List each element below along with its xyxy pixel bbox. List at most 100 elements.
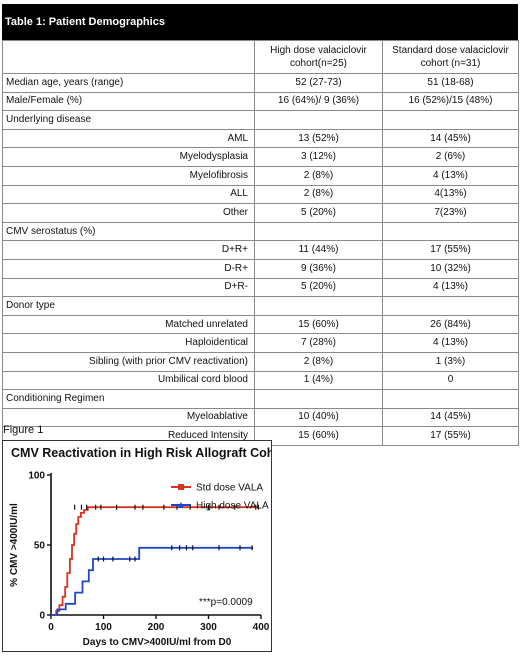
legend-label: High dose VALA [196, 501, 269, 512]
row-label: CMV serostatus (%) [2, 221, 255, 242]
table-row: Other 5 (20%) 7(23%) [2, 203, 519, 223]
standard-dose-value: 0 [382, 370, 519, 391]
cmv-reactivation-chart: CMV Reactivation in High Risk Allograft … [9, 446, 292, 648]
table-header-row: High dose valaciclovir cohort(n=25) Stan… [2, 40, 519, 74]
row-label: Median age, years (range) [2, 73, 255, 93]
legend-label: Std dose VALA [196, 483, 263, 494]
table-row: D-R+ 9 (36%) 10 (32%) [2, 258, 519, 279]
x-tick-label: 0 [48, 622, 54, 633]
standard-dose-value: 4(13%) [382, 184, 519, 205]
row-label: Umbilical cord blood [2, 370, 255, 391]
header-standard-dose: Standard dose valaciclovir cohort (n=31) [382, 40, 519, 74]
demographics-table: High dose valaciclovir cohort(n=25) Stan… [2, 40, 519, 446]
high-dose-value [254, 296, 383, 316]
row-label: Conditioning Regimen [2, 389, 255, 409]
table-section-row: Underlying disease [2, 110, 519, 130]
std-dose-series-line [51, 506, 259, 616]
standard-dose-value [382, 389, 519, 409]
high-dose-series-line [51, 546, 254, 616]
y-tick-label: 100 [28, 471, 45, 482]
standard-dose-value: 17 (55%) [382, 426, 519, 446]
table-section-row: CMV serostatus (%) [2, 221, 519, 242]
high-dose-value: 11 (44%) [254, 240, 383, 260]
row-label: Donor type [2, 296, 255, 316]
high-dose-value: 2 (8%) [254, 184, 383, 205]
table-row: D+R+ 11 (44%) 17 (55%) [2, 240, 519, 260]
standard-dose-value [382, 296, 519, 316]
high-dose-value: 15 (60%) [254, 314, 383, 335]
row-label: ALL [2, 184, 255, 205]
chart-axes: 0 50 100 0 100 200 300 400 [28, 471, 269, 634]
high-dose-value: 15 (60%) [254, 426, 383, 446]
high-dose-value: 10 (40%) [254, 407, 383, 428]
row-label: D-R+ [2, 258, 255, 279]
table-title: Table 1: Patient Demographics [2, 4, 518, 40]
figure-panel: CMV Reactivation in High Risk Allograft … [2, 440, 292, 652]
standard-dose-value: 10 (32%) [382, 258, 519, 279]
table-row: ALL 2 (8%) 4(13%) [2, 184, 519, 205]
x-tick-label: 200 [148, 622, 165, 633]
x-tick-label: 100 [95, 622, 112, 633]
legend-marker [178, 484, 184, 490]
high-dose-value: 1 (4%) [254, 370, 383, 391]
table-row: Sibling (with prior CMV reactivation) 2 (… [2, 351, 519, 372]
high-dose-value [254, 110, 383, 130]
row-label: Myeloablative [2, 407, 255, 428]
table-section-row: Conditioning Regimen [2, 389, 519, 409]
chart-legend: Std dose VALA High dose VALA [171, 483, 269, 512]
high-dose-value: 2 (8%) [254, 351, 383, 372]
demographics-table-container: Table 1: Patient Demographics High dose … [2, 4, 519, 446]
row-label: Haploidentical [2, 333, 255, 353]
table-row: Median age, years (range) 52 (27-73) 51 (1… [2, 73, 519, 93]
y-tick-label: 50 [34, 541, 46, 552]
row-label: D+R+ [2, 240, 255, 260]
x-tick-label: 300 [200, 622, 217, 633]
standard-dose-value: 14 (45%) [382, 128, 519, 149]
chart-series [51, 504, 259, 616]
high-dose-value: 52 (27-73) [254, 73, 383, 93]
row-label: Underlying disease [2, 110, 255, 130]
high-dose-value: 5 (20%) [254, 277, 383, 298]
standard-dose-value: 7(23%) [382, 203, 519, 223]
standard-dose-value [382, 110, 519, 130]
standard-dose-value: 4 (13%) [382, 333, 519, 353]
standard-dose-value: 1 (3%) [382, 351, 519, 372]
table-row: Myelodysplasia 3 (12%) 2 (6%) [2, 147, 519, 167]
standard-dose-value: 17 (55%) [382, 240, 519, 260]
high-dose-value: 9 (36%) [254, 258, 383, 279]
row-label: Matched unrelated [2, 314, 255, 335]
table-section-row: Donor type [2, 296, 519, 316]
row-label: AML [2, 128, 255, 149]
high-dose-value [254, 389, 383, 409]
high-dose-value: 5 (20%) [254, 203, 383, 223]
standard-dose-value: 4 (13%) [382, 277, 519, 298]
x-axis-label: Days to CMV>400IU/ml from D0 [83, 637, 232, 648]
high-dose-value: 2 (8%) [254, 165, 383, 186]
x-tick-label: 400 [253, 622, 270, 633]
header-high-dose: High dose valaciclovir cohort(n=25) [254, 40, 383, 74]
table-row: Myeloablative 10 (40%) 14 (45%) [2, 407, 519, 428]
p-value-annotation: ***p=0.0009 [199, 597, 253, 608]
row-label: D+R- [2, 277, 255, 298]
y-tick-label: 0 [39, 611, 45, 622]
table-row: Matched unrelated 15 (60%) 26 (84%) [2, 314, 519, 335]
standard-dose-value: 14 (45%) [382, 407, 519, 428]
row-label: Male/Female (%) [2, 91, 255, 112]
row-label: Sibling (with prior CMV reactivation) [2, 351, 255, 372]
high-dose-value: 7 (28%) [254, 333, 383, 353]
table-row: Male/Female (%) 16 (64%)/ 9 (36%) 16 (52%)… [2, 91, 519, 112]
table-row: Myelofibrosis 2 (8%) 4 (13%) [2, 165, 519, 186]
standard-dose-value [382, 221, 519, 242]
standard-dose-value: 2 (6%) [382, 147, 519, 167]
legend-marker [178, 502, 184, 508]
table-row: AML 13 (52%) 14 (45%) [2, 128, 519, 149]
high-dose-value: 16 (64%)/ 9 (36%) [254, 91, 383, 112]
table-row: Umbilical cord blood 1 (4%) 0 [2, 370, 519, 391]
standard-dose-value: 4 (13%) [382, 165, 519, 186]
high-dose-value: 13 (52%) [254, 128, 383, 149]
row-label: Myelodysplasia [2, 147, 255, 167]
y-axis-label: % CMV >400IU/ml [9, 503, 20, 587]
high-dose-value: 3 (12%) [254, 147, 383, 167]
table-row: Haploidentical 7 (28%) 4 (13%) [2, 333, 519, 353]
standard-dose-value: 51 (18-68) [382, 73, 519, 93]
